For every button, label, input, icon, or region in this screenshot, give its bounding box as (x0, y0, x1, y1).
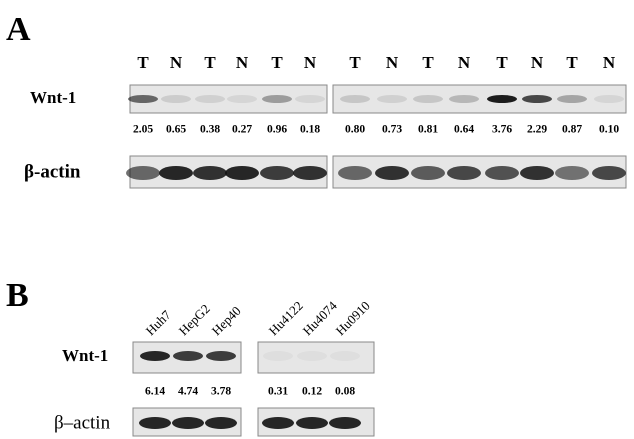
band (161, 95, 191, 103)
band-value: 0.73 (382, 124, 402, 136)
lane-label: N (304, 53, 317, 72)
band (139, 417, 171, 429)
band (338, 166, 372, 180)
band (329, 417, 361, 429)
panel-label: B (6, 277, 29, 314)
band-value: 0.18 (300, 124, 320, 136)
band (260, 166, 294, 180)
band-value: 2.05 (133, 124, 153, 136)
band-value: 0.12 (302, 386, 322, 398)
band (227, 95, 257, 103)
band (195, 95, 225, 103)
row-label: Wnt-1 (62, 346, 108, 365)
band-value: 4.74 (178, 386, 198, 398)
lane-label: T (137, 53, 149, 72)
band (293, 166, 327, 180)
band (522, 95, 552, 103)
band (173, 351, 203, 361)
lane-label: Huh7 (143, 307, 174, 338)
band-value: 0.08 (335, 386, 355, 398)
lane-label: Hu4122 (266, 298, 306, 338)
band (172, 417, 204, 429)
band (411, 166, 445, 180)
band-value: 0.87 (562, 124, 582, 136)
band (159, 166, 193, 180)
western-blot-figure: A Wnt-1 β-actin B Wnt-1 β–actin T 2.05 N 0.… (0, 0, 634, 439)
panel-label: A (6, 11, 31, 48)
band-value: 0.80 (345, 124, 365, 136)
lane-label: T (271, 53, 283, 72)
band (126, 166, 160, 180)
band-value: 0.64 (454, 124, 474, 136)
band (193, 166, 227, 180)
band-value: 2.29 (527, 124, 547, 136)
band (140, 351, 170, 361)
band (487, 95, 517, 103)
lane-label: N (236, 53, 249, 72)
band (377, 95, 407, 103)
band (262, 95, 292, 103)
band (128, 95, 158, 103)
row-label: β-actin (24, 161, 81, 182)
band-value: 3.76 (492, 124, 512, 136)
band (295, 95, 325, 103)
band (340, 95, 370, 103)
band (520, 166, 554, 180)
band (592, 166, 626, 180)
band-value: 0.81 (418, 124, 438, 136)
lane-label: HepG2 (176, 301, 213, 338)
band-value: 3.78 (211, 386, 231, 398)
row-label: β–actin (54, 412, 111, 433)
lane-label: Hu4074 (300, 298, 341, 339)
lane-label: N (603, 53, 616, 72)
lane-label: T (349, 53, 361, 72)
band (205, 417, 237, 429)
band (557, 95, 587, 103)
band (485, 166, 519, 180)
band-value: 0.31 (268, 386, 288, 398)
lane-label: N (386, 53, 399, 72)
lane-label: N (170, 53, 183, 72)
band (297, 351, 327, 361)
band (263, 351, 293, 361)
band-value: 0.96 (267, 124, 287, 136)
band-value: 0.10 (599, 124, 619, 136)
band (413, 95, 443, 103)
lane-label: Hep40 (209, 303, 244, 338)
lane-label: N (458, 53, 471, 72)
band-value: 6.14 (145, 386, 165, 398)
lane-label: T (204, 53, 216, 72)
band (447, 166, 481, 180)
band (206, 351, 236, 361)
lane-label: Hu0910 (333, 298, 373, 338)
band (296, 417, 328, 429)
lane-label: T (422, 53, 434, 72)
lane-label: T (496, 53, 508, 72)
band-value: 0.38 (200, 124, 220, 136)
band (262, 417, 294, 429)
band (330, 351, 360, 361)
lane-label: T (566, 53, 578, 72)
band-value: 0.27 (232, 124, 252, 136)
band (375, 166, 409, 180)
band (594, 95, 624, 103)
band (449, 95, 479, 103)
lane-label: N (531, 53, 544, 72)
band-value: 0.65 (166, 124, 186, 136)
band (555, 166, 589, 180)
row-label: Wnt-1 (30, 88, 76, 107)
band (225, 166, 259, 180)
